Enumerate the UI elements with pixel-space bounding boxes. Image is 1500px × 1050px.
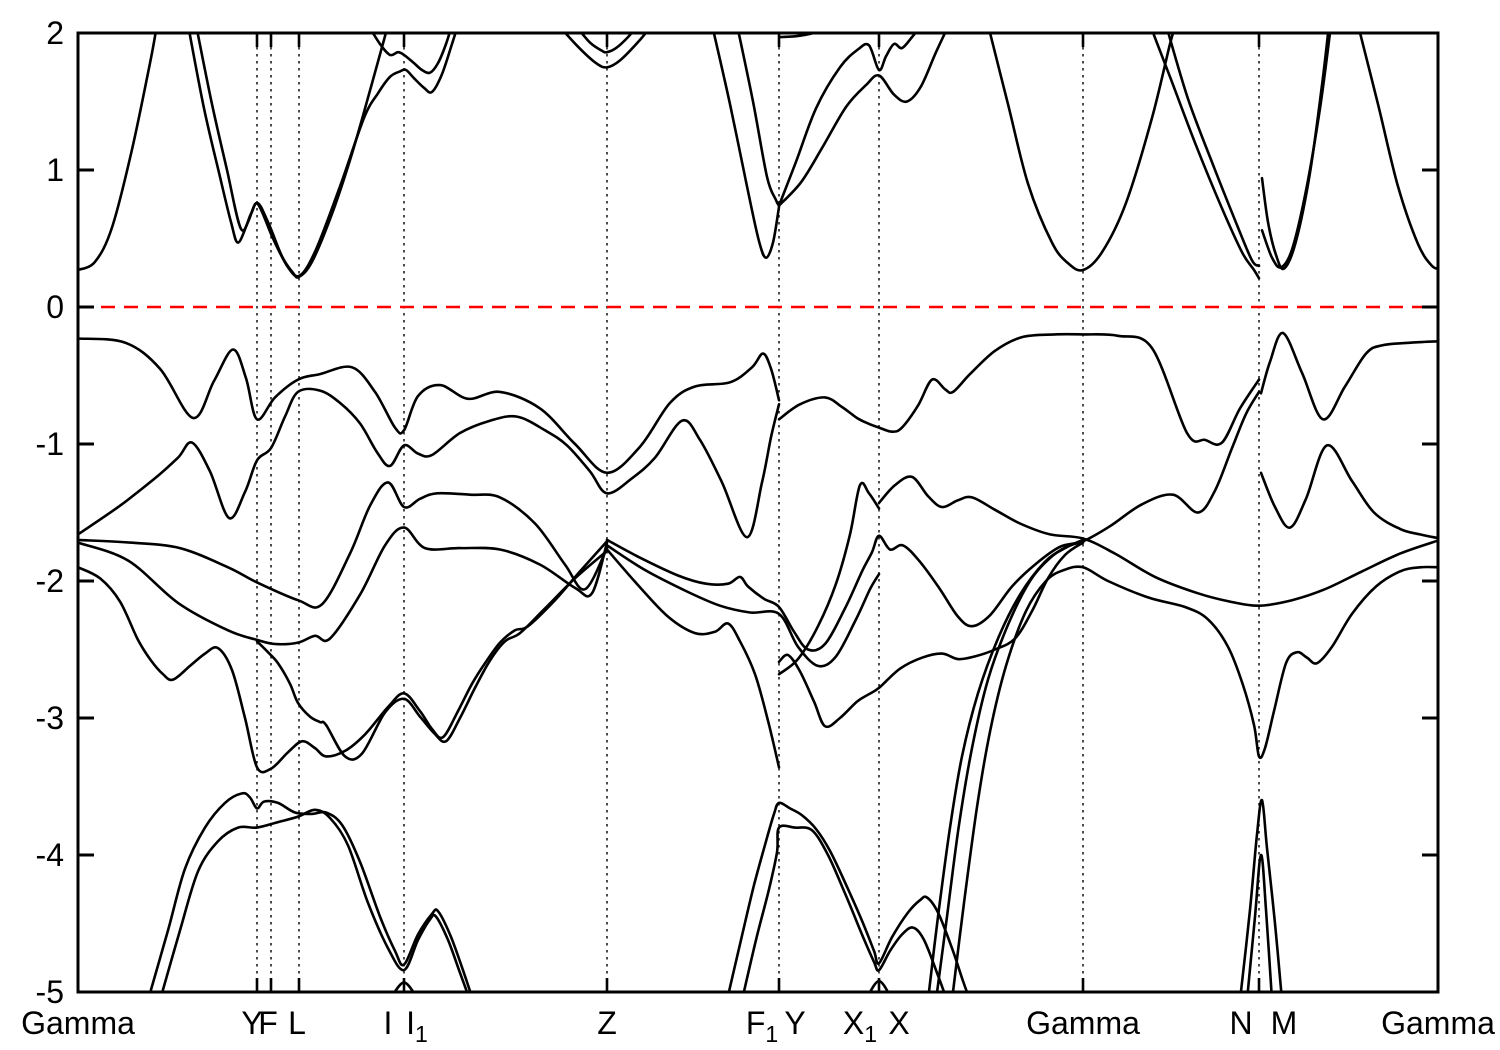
band-path: [777, 481, 881, 676]
y-axis-tick-label: 1: [46, 152, 64, 188]
band-path: [78, 526, 609, 646]
band-path: [563, 33, 648, 69]
band-path: [1260, 33, 1332, 269]
k-point-label: Gamma: [21, 1005, 135, 1041]
y-axis-tick-label: -1: [36, 426, 64, 462]
bands-group: [78, 33, 1438, 992]
y-axis-tick-label: -5: [36, 974, 64, 1010]
k-point-label: F1: [746, 1005, 778, 1047]
band-path: [727, 801, 969, 992]
band-path: [877, 475, 1438, 608]
band-path: [777, 33, 947, 207]
band-path: [737, 33, 781, 207]
band-path: [1259, 331, 1438, 421]
k-point-label: Y: [241, 1005, 262, 1041]
band-path: [712, 33, 781, 259]
band-path: [78, 337, 781, 475]
band-path: [1358, 33, 1438, 270]
band-path: [605, 544, 881, 668]
band-path: [605, 390, 1261, 652]
k-point-label: F: [258, 1005, 278, 1041]
y-axis-tick-label: 2: [46, 15, 64, 51]
band-path: [78, 540, 609, 774]
band-path: [605, 548, 781, 769]
band-path: [1259, 444, 1438, 540]
band-path: [1246, 853, 1273, 992]
k-point-label: Gamma: [1026, 1005, 1140, 1041]
y-axis-tick-label: -3: [36, 700, 64, 736]
band-path: [371, 33, 451, 75]
k-point-label: X: [888, 1005, 909, 1041]
band-path: [148, 791, 472, 992]
band-path: [1239, 798, 1283, 992]
band-path: [777, 33, 918, 207]
band-path: [1151, 33, 1261, 280]
k-point-label: Z: [597, 1005, 617, 1041]
band-path: [988, 33, 1175, 272]
k-point-label: N: [1229, 1005, 1252, 1041]
band-path: [935, 541, 1085, 992]
band-path: [777, 332, 1261, 446]
k-point-label: Y: [784, 1005, 805, 1041]
k-point-label: L: [288, 1005, 306, 1041]
band-path: [777, 541, 1085, 729]
k-point-label: Gamma: [1381, 1005, 1495, 1041]
y-axis-tick-label: 0: [46, 289, 64, 325]
band-path: [196, 33, 457, 278]
k-point-label: X1: [843, 1005, 877, 1047]
band-path: [951, 565, 1438, 992]
y-axis-tick-label: -2: [36, 563, 64, 599]
k-point-label: I1: [406, 1005, 428, 1047]
k-point-label: M: [1271, 1005, 1298, 1041]
band-path: [742, 824, 946, 992]
band-path: [255, 549, 609, 761]
band-path: [1167, 33, 1261, 268]
plot-border: [76, 31, 1440, 994]
band-path: [78, 387, 781, 539]
band-path: [78, 481, 609, 609]
band-path: [579, 33, 634, 54]
y-axis-tick-label: -4: [36, 837, 64, 873]
band-path: [78, 33, 157, 272]
k-point-label: I: [384, 1005, 393, 1041]
band-path: [160, 808, 469, 992]
